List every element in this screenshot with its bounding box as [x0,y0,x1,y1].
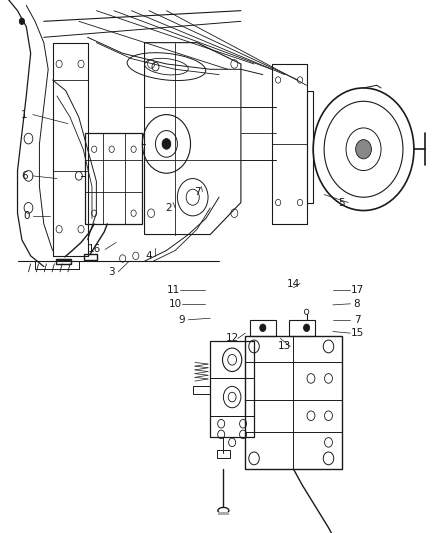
Polygon shape [218,512,229,515]
Text: 4: 4 [145,251,152,261]
Bar [289,320,315,336]
Text: 2: 2 [165,203,172,213]
Text: 9: 9 [178,315,185,325]
Text: 10: 10 [169,299,182,309]
Text: 15: 15 [350,328,364,338]
Bar [85,133,142,224]
Bar [56,259,71,264]
Text: 13: 13 [278,342,291,351]
Text: 12: 12 [226,334,239,343]
Bar [217,450,230,458]
Circle shape [304,324,310,332]
Bar [210,378,254,416]
Text: 3: 3 [108,267,115,277]
Text: 8: 8 [353,299,360,309]
Text: 6: 6 [21,171,28,181]
Bar [84,254,97,260]
Bar [210,341,254,378]
Circle shape [260,324,266,332]
Text: 16: 16 [88,245,101,254]
Text: 5: 5 [338,198,345,207]
Text: 7: 7 [194,187,201,197]
Text: 11: 11 [166,286,180,295]
Bar [193,386,210,394]
Bar [250,320,276,336]
Text: 14: 14 [287,279,300,288]
Text: 7: 7 [353,315,360,325]
Bar [245,336,342,469]
Text: 1: 1 [21,110,28,119]
Circle shape [162,139,171,149]
Bar [210,416,254,437]
Text: 17: 17 [350,286,364,295]
Circle shape [19,18,25,25]
Bar [210,341,254,437]
Text: 0: 0 [23,211,29,221]
Circle shape [356,140,371,159]
